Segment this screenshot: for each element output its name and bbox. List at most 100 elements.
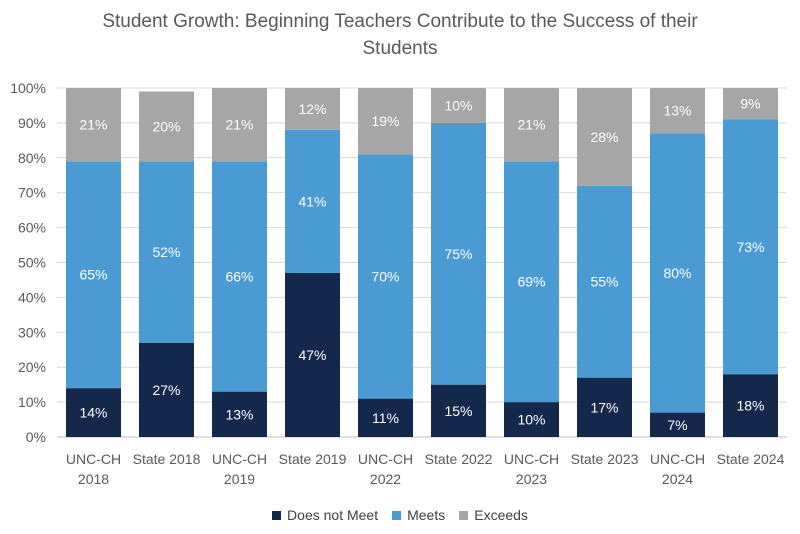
bar-segment-exceeds <box>139 91 194 162</box>
data-label: 66% <box>225 268 253 284</box>
bar-segment-exceeds <box>431 88 486 123</box>
chart-title-line-2: Students <box>362 38 438 59</box>
x-tick-label: UNC-CH <box>504 451 559 467</box>
y-tick-label: 20% <box>18 359 46 375</box>
bar-segment-meets <box>650 133 705 413</box>
legend-item: Does not Meet <box>272 507 378 523</box>
data-label: 12% <box>298 101 326 117</box>
x-tick-label: UNC-CH <box>358 451 413 467</box>
data-label: 21% <box>517 117 545 133</box>
y-tick-label: 40% <box>18 289 46 305</box>
bar-segment-meets <box>212 161 267 392</box>
y-tick-label: 10% <box>18 394 46 410</box>
y-tick-label: 70% <box>18 185 46 201</box>
bar-segment-does-not-meet <box>212 391 267 437</box>
x-tick-label: 2024 <box>662 471 693 487</box>
x-tick-label: UNC-CH <box>212 451 267 467</box>
y-tick-label: 30% <box>18 324 46 340</box>
data-label: 69% <box>517 274 545 290</box>
data-label: 17% <box>590 399 618 415</box>
y-tick-label: 0% <box>26 429 46 445</box>
chart-title: Student Growth: Beginning Teachers Contr… <box>0 8 800 62</box>
x-tick-label: 2019 <box>224 471 255 487</box>
bar-segment-exceeds <box>66 88 121 162</box>
y-tick-label: 80% <box>18 150 46 166</box>
legend-label: Does not Meet <box>287 507 379 524</box>
bar-segment-exceeds <box>723 88 778 120</box>
data-label: 19% <box>371 113 399 129</box>
legend-label: Exceeds <box>474 507 528 524</box>
y-tick-label: 60% <box>18 220 46 236</box>
legend-item: Exceeds <box>459 507 528 523</box>
bar-segment-exceeds <box>577 88 632 186</box>
bar-segment-does-not-meet <box>285 272 340 437</box>
data-label: 65% <box>79 267 107 283</box>
bar-segment-does-not-meet <box>650 412 705 437</box>
data-label: 11% <box>372 410 399 426</box>
legend: Does not Meet Meets Exceeds <box>0 506 800 523</box>
data-label: 21% <box>225 117 253 133</box>
data-label: 7% <box>667 417 687 433</box>
bar-segment-meets <box>139 161 194 343</box>
x-tick-label: UNC-CH <box>650 451 705 467</box>
x-tick-label: State 2019 <box>279 451 347 467</box>
bar-segment-meets <box>285 129 340 273</box>
bar-segment-meets <box>431 122 486 385</box>
bar-segment-does-not-meet <box>431 384 486 437</box>
data-label: 27% <box>152 382 180 398</box>
bar-segment-does-not-meet <box>139 342 194 437</box>
x-tick-label: 2023 <box>516 471 547 487</box>
bar-segment-does-not-meet <box>577 377 632 437</box>
data-label: 47% <box>298 347 326 363</box>
bar-segment-meets <box>358 154 413 399</box>
bar-segment-exceeds <box>650 88 705 134</box>
bar-segment-meets <box>577 185 632 378</box>
y-tick-label: 100% <box>10 80 46 96</box>
bar-segment-exceeds <box>358 88 413 155</box>
data-label: 14% <box>79 405 107 421</box>
bar-segment-does-not-meet <box>66 388 121 437</box>
bar-segment-does-not-meet <box>723 374 778 437</box>
bar-segment-meets <box>66 161 121 389</box>
legend-item: Meets <box>392 507 445 523</box>
y-tick-label: 50% <box>18 255 46 271</box>
bar-segment-meets <box>504 161 559 403</box>
data-label: 13% <box>663 103 691 119</box>
legend-label: Meets <box>407 507 446 524</box>
data-label: 55% <box>590 274 618 290</box>
data-label: 10% <box>517 412 545 428</box>
bar-segment-does-not-meet <box>504 402 559 437</box>
data-label: 80% <box>663 265 691 281</box>
data-label: 18% <box>736 398 764 414</box>
data-label: 41% <box>298 193 326 209</box>
x-tick-label: State 2024 <box>717 451 785 467</box>
data-label: 75% <box>444 246 472 262</box>
legend-swatch <box>392 511 402 521</box>
bar-segment-exceeds <box>212 88 267 162</box>
x-tick-label: State 2023 <box>571 451 639 467</box>
bar-segment-meets <box>723 119 778 375</box>
legend-swatch <box>459 511 469 521</box>
bar-segment-exceeds <box>504 88 559 162</box>
data-label: 13% <box>225 406 253 422</box>
x-tick-label: State 2018 <box>133 451 201 467</box>
chart-title-line-1: Student Growth: Beginning Teachers Contr… <box>102 11 698 32</box>
data-label: 9% <box>740 96 760 112</box>
data-label: 20% <box>152 118 180 134</box>
x-tick-label: State 2022 <box>425 451 493 467</box>
bar-segment-exceeds <box>285 88 340 130</box>
legend-swatch <box>272 511 282 521</box>
data-label: 73% <box>736 239 764 255</box>
data-label: 28% <box>590 129 618 145</box>
x-tick-label: 2018 <box>78 471 109 487</box>
x-tick-label: UNC-CH <box>66 451 121 467</box>
y-tick-label: 90% <box>18 115 46 131</box>
data-label: 15% <box>444 403 472 419</box>
bar-segment-does-not-meet <box>358 398 413 437</box>
data-label: 10% <box>444 97 472 113</box>
x-tick-label: 2022 <box>370 471 401 487</box>
data-label: 70% <box>371 268 399 284</box>
data-label: 52% <box>152 244 180 260</box>
data-label: 21% <box>79 117 107 133</box>
